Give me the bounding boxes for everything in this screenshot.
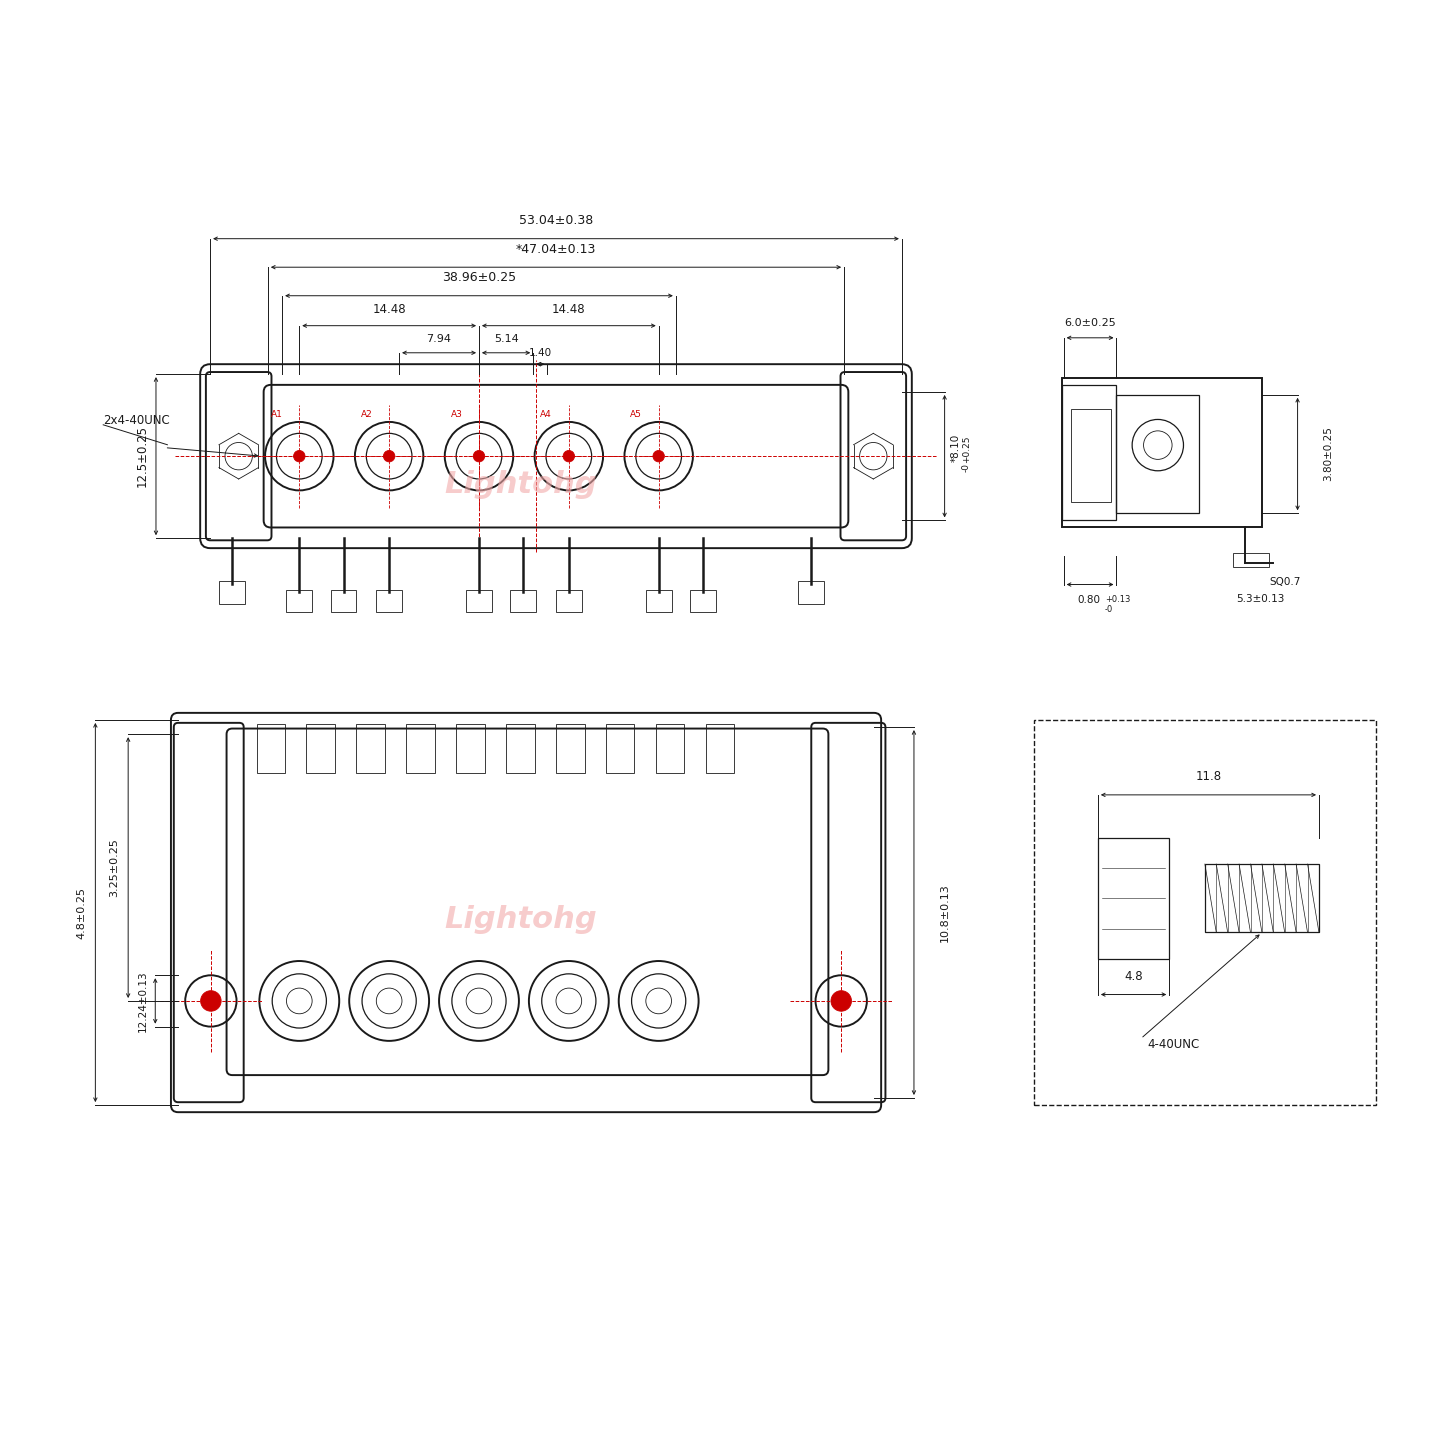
Bar [307, 724, 336, 773]
Bar [356, 724, 384, 773]
Text: A5: A5 [631, 410, 642, 419]
Bar [256, 724, 285, 773]
Text: Lightohg: Lightohg [444, 906, 596, 935]
Bar [1034, 720, 1377, 1104]
Bar [655, 724, 684, 773]
Text: 53.04±0.38: 53.04±0.38 [518, 215, 593, 228]
Bar [406, 724, 435, 773]
Circle shape [831, 991, 851, 1011]
Text: -0: -0 [962, 464, 971, 472]
Bar [1063, 377, 1261, 527]
Bar [331, 589, 356, 612]
Circle shape [294, 451, 305, 462]
Text: 4.8±0.25: 4.8±0.25 [76, 887, 86, 939]
Bar [1071, 409, 1110, 501]
Text: 0.80: 0.80 [1079, 595, 1100, 605]
Text: A1: A1 [271, 410, 282, 419]
Bar [219, 580, 245, 603]
Bar [287, 589, 312, 612]
Bar [1063, 384, 1116, 520]
Text: 3.25±0.25: 3.25±0.25 [109, 838, 120, 897]
Text: 1.40: 1.40 [528, 348, 552, 359]
Bar [706, 724, 734, 773]
Bar [1097, 838, 1169, 959]
Bar [690, 589, 716, 612]
Text: 7.94: 7.94 [426, 334, 452, 344]
Text: A4: A4 [540, 410, 552, 419]
Text: 3.80±0.25: 3.80±0.25 [1323, 426, 1333, 481]
Circle shape [474, 451, 485, 462]
Text: 4-40UNC: 4-40UNC [1148, 1038, 1200, 1051]
Bar [376, 589, 402, 612]
Text: SQ0.7: SQ0.7 [1269, 576, 1300, 586]
Text: 12.24±0.13: 12.24±0.13 [138, 971, 148, 1031]
Text: 38.96±0.25: 38.96±0.25 [442, 271, 516, 284]
Circle shape [383, 451, 395, 462]
Circle shape [652, 451, 664, 462]
Bar [505, 724, 534, 773]
Bar [467, 589, 492, 612]
Circle shape [200, 991, 222, 1011]
Text: *8.10: *8.10 [950, 433, 960, 462]
Text: A2: A2 [360, 410, 373, 419]
Circle shape [563, 451, 575, 462]
Bar [1116, 395, 1200, 513]
Bar [1234, 553, 1269, 567]
Text: +0.13
-0: +0.13 -0 [1104, 595, 1130, 613]
Text: 6.0±0.25: 6.0±0.25 [1064, 318, 1116, 328]
Text: *47.04±0.13: *47.04±0.13 [516, 243, 596, 256]
Bar [606, 724, 635, 773]
Text: 14.48: 14.48 [552, 302, 586, 315]
Text: 11.8: 11.8 [1195, 770, 1221, 783]
Text: 4.8: 4.8 [1125, 971, 1143, 984]
Bar [510, 589, 536, 612]
Bar [556, 724, 585, 773]
Text: 12.5±0.25: 12.5±0.25 [135, 425, 148, 487]
Text: 5.3±0.13: 5.3±0.13 [1237, 593, 1284, 603]
Text: 10.8±0.13: 10.8±0.13 [940, 883, 949, 942]
Text: 2x4-40UNC: 2x4-40UNC [104, 415, 170, 428]
Bar [556, 589, 582, 612]
Bar [647, 589, 671, 612]
Text: +0.25: +0.25 [962, 435, 971, 462]
Text: Lightohg: Lightohg [444, 471, 596, 500]
Bar [798, 580, 824, 603]
Bar [1205, 864, 1319, 933]
Text: A3: A3 [451, 410, 462, 419]
Text: 14.48: 14.48 [373, 302, 406, 315]
Bar [456, 724, 485, 773]
Text: 5.14: 5.14 [494, 334, 518, 344]
